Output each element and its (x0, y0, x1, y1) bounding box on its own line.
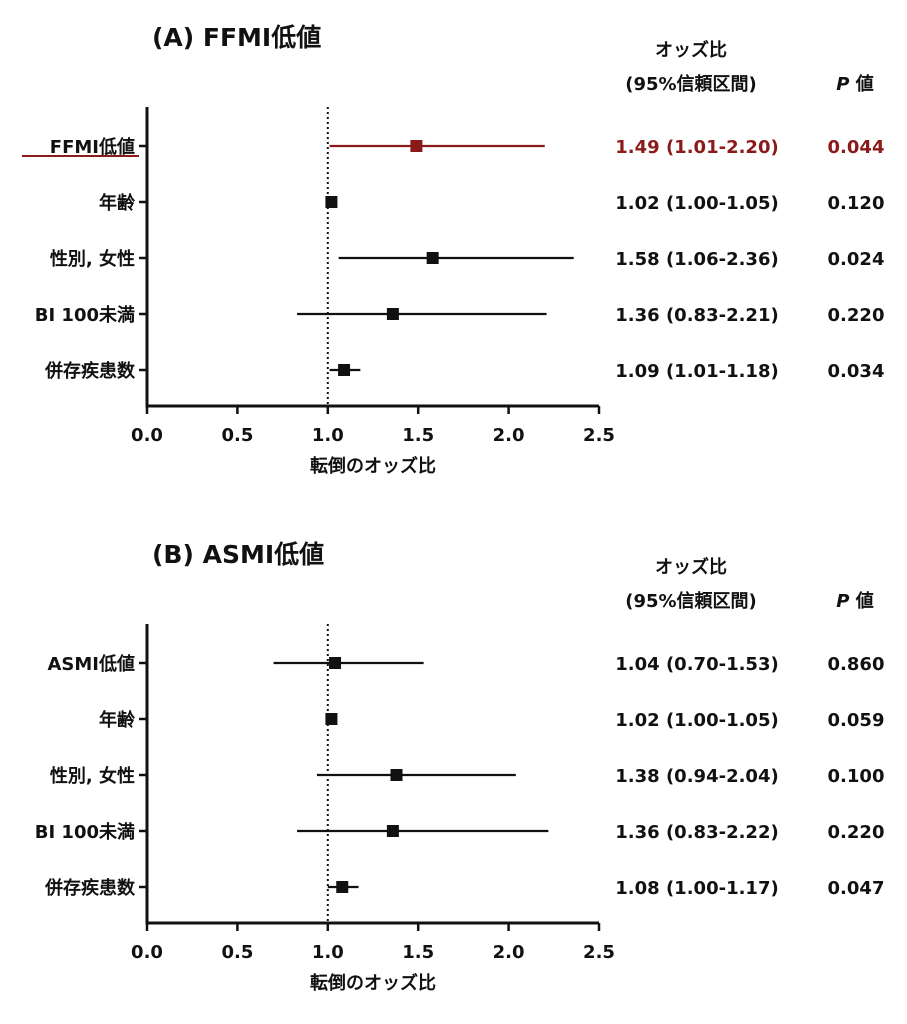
p-value-header: P 値 (820, 587, 890, 613)
odds-ratio-point (410, 140, 423, 152)
panel-title: (B) ASMI低値 (152, 540, 325, 569)
odds-ratio-point (386, 825, 399, 837)
row-label: 性別, 女性 (50, 248, 135, 270)
x-axis-title: 転倒のオッズ比 (310, 455, 436, 477)
x-axis-title: 転倒のオッズ比 (310, 972, 436, 994)
row-p-value: 0.047 (828, 878, 885, 899)
row-or-text: 1.49 (1.01-2.20) (615, 137, 778, 158)
row-p-value: 0.044 (828, 137, 885, 158)
odds-ratio-point (336, 881, 349, 893)
confidence-interval-header: (95%信頼区間) (625, 591, 757, 612)
p-value-header: P 値 (820, 70, 890, 96)
odds-ratio-point (325, 196, 338, 208)
row-p-value: 0.034 (828, 361, 885, 382)
odds-ratio-point (329, 657, 342, 669)
p-letter: P (836, 591, 850, 612)
row-label: 併存疾患数 (44, 360, 136, 382)
x-tick-label: 0.0 (131, 425, 163, 446)
row-or-text: 1.58 (1.06-2.36) (615, 249, 778, 270)
row-or-text: 1.09 (1.01-1.18) (615, 361, 778, 382)
row-or-text: 1.02 (1.00-1.05) (615, 193, 778, 214)
row-p-value: 0.220 (828, 305, 885, 326)
x-tick-label: 1.0 (312, 425, 344, 446)
forest-panel-a: (A) FFMI低値 オッズ比 (95%信頼区間) P 値 0.0 0.5 1.0 1… (0, 0, 907, 500)
p-letter: P (836, 74, 850, 95)
row-label: FFMI低値 (50, 136, 135, 158)
row-p-value: 0.024 (828, 249, 885, 270)
row-p-value: 0.120 (828, 193, 885, 214)
row-p-value: 0.059 (828, 710, 885, 731)
row-p-value: 0.220 (828, 822, 885, 843)
row-or-text: 1.36 (0.83-2.22) (615, 822, 778, 843)
odds-ratio-point (325, 713, 338, 725)
panel-title: (A) FFMI低値 (152, 23, 322, 52)
x-tick-label: 2.5 (583, 942, 615, 963)
odds-ratio-header: オッズ比 (655, 40, 727, 61)
row-or-text: 1.04 (0.70-1.53) (615, 654, 778, 675)
row-label: BI 100未満 (35, 304, 135, 326)
row-p-value: 0.100 (828, 766, 885, 787)
row-label: ASMI低値 (47, 653, 135, 675)
row-p-value: 0.860 (828, 654, 885, 675)
odds-ratio-point (386, 308, 399, 320)
row-label: 年齢 (99, 709, 136, 731)
row-or-text: 1.08 (1.00-1.17) (615, 878, 778, 899)
odds-ratio-point (426, 252, 439, 264)
odds-ratio-point (338, 364, 351, 376)
p-suffix: 値 (849, 591, 874, 612)
forest-plot-b: 0.0 0.5 1.0 1.5 2.0 2.5 転倒のオッズ比 ASMI低値 1.04 (0.7… (35, 624, 885, 994)
x-tick-label: 1.5 (402, 942, 434, 963)
row-or-text: 1.36 (0.83-2.21) (615, 305, 778, 326)
p-suffix: 値 (849, 74, 874, 95)
x-tick-label: 0.5 (221, 942, 253, 963)
row-label: BI 100未満 (35, 821, 135, 843)
forest-plot-a: 0.0 0.5 1.0 1.5 2.0 2.5 転倒のオッズ比 FFMI低値 1.49 (1.0… (22, 107, 885, 477)
x-tick-label: 0.5 (221, 425, 253, 446)
x-tick-label: 2.5 (583, 425, 615, 446)
forest-panel-b: (B) ASMI低値 オッズ比 (95%信頼区間) P 値 0.0 0.5 1.0 1… (0, 517, 907, 1017)
row-label: 性別, 女性 (50, 765, 135, 787)
odds-ratio-header: オッズ比 (655, 557, 727, 578)
confidence-interval-header: (95%信頼区間) (625, 74, 757, 95)
x-tick-label: 1.0 (312, 942, 344, 963)
x-tick-label: 2.0 (493, 942, 525, 963)
row-label: 併存疾患数 (44, 877, 136, 899)
x-tick-label: 0.0 (131, 942, 163, 963)
odds-ratio-point (390, 769, 403, 781)
row-label: 年齢 (99, 192, 136, 214)
x-tick-label: 1.5 (402, 425, 434, 446)
row-or-text: 1.38 (0.94-2.04) (615, 766, 778, 787)
row-or-text: 1.02 (1.00-1.05) (615, 710, 778, 731)
x-tick-label: 2.0 (493, 425, 525, 446)
